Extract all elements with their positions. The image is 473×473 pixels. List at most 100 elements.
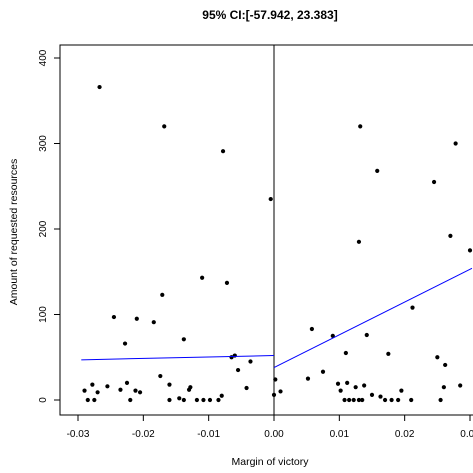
data-point: [82, 388, 87, 393]
data-point: [438, 397, 443, 403]
chart-title: 95% CI:[-57.942, 23.383]: [202, 8, 337, 22]
data-points: [82, 84, 473, 403]
data-point: [122, 341, 128, 346]
y-axis: 0 100 200 300 400: [38, 49, 61, 403]
data-point: [431, 179, 437, 185]
y-axis-label: Amount of requested resources: [8, 159, 20, 306]
data-point: [235, 367, 241, 373]
data-point: [248, 359, 253, 364]
fit-line-left: [81, 355, 275, 361]
data-point: [448, 233, 453, 238]
data-point: [309, 326, 314, 332]
y-tick-label: 0: [38, 397, 49, 403]
data-point: [343, 350, 348, 356]
data-point: [194, 397, 200, 403]
x-axis-label: Margin of victory: [231, 456, 309, 468]
data-point: [273, 377, 278, 382]
data-point: [219, 393, 224, 398]
data-point: [389, 397, 394, 403]
fit-line-right: [273, 267, 473, 368]
data-point: [167, 397, 172, 403]
data-point: [160, 292, 165, 297]
data-point: [200, 275, 205, 280]
data-point: [345, 380, 350, 385]
data-point: [201, 397, 206, 403]
data-point: [207, 397, 213, 403]
data-point: [358, 124, 363, 129]
data-point: [399, 388, 404, 393]
data-point: [409, 397, 414, 403]
data-point: [90, 382, 95, 387]
data-point: [453, 141, 458, 146]
data-point: [382, 397, 388, 403]
data-point: [435, 355, 440, 360]
data-point: [369, 392, 375, 397]
data-point: [162, 124, 167, 129]
data-point: [181, 397, 186, 403]
data-point: [351, 397, 356, 403]
data-point: [347, 397, 352, 403]
fit-lines: [81, 267, 473, 368]
data-point: [124, 380, 130, 385]
data-point: [441, 385, 446, 390]
plot-frame: [59, 44, 473, 416]
data-point: [167, 382, 172, 387]
data-point: [320, 369, 326, 374]
data-point: [364, 332, 369, 338]
data-point: [85, 397, 90, 403]
data-point: [134, 316, 139, 321]
data-point: [105, 384, 110, 389]
data-point: [244, 385, 249, 391]
data-point: [181, 337, 186, 342]
data-point: [330, 333, 335, 338]
data-point: [97, 84, 102, 90]
data-point: [342, 397, 347, 403]
x-tick-label: -0.02: [132, 429, 155, 440]
data-point: [410, 305, 415, 310]
data-point: [360, 397, 365, 403]
data-point: [151, 320, 156, 325]
x-tick-label: -0.03: [67, 429, 90, 440]
data-point: [92, 397, 97, 403]
data-point: [137, 390, 143, 395]
data-point: [338, 388, 343, 393]
data-point: [118, 387, 123, 392]
y-tick-label: 400: [38, 49, 49, 66]
data-point: [396, 397, 401, 403]
data-point: [356, 397, 362, 403]
data-point: [158, 373, 163, 379]
data-point: [216, 397, 221, 403]
x-tick-label: -0.01: [197, 429, 220, 440]
data-point: [177, 396, 182, 401]
data-point: [220, 149, 226, 154]
data-point: [278, 389, 283, 394]
data-point: [111, 314, 117, 320]
data-point: [356, 239, 362, 244]
data-point: [95, 390, 100, 395]
y-tick-label: 100: [38, 306, 49, 323]
data-point: [305, 376, 311, 381]
data-point: [386, 351, 391, 356]
x-tick-label: 0.02: [395, 429, 415, 440]
data-point: [458, 383, 463, 388]
data-point: [378, 394, 383, 399]
y-tick-label: 200: [38, 220, 49, 237]
data-point: [443, 362, 448, 368]
data-point: [362, 383, 367, 388]
data-point: [268, 196, 273, 202]
data-point: [224, 280, 230, 285]
x-tick-label: 0.03: [460, 429, 473, 440]
data-point: [188, 385, 193, 390]
data-point: [467, 248, 473, 253]
data-point: [133, 388, 138, 393]
data-point: [375, 168, 380, 173]
data-point: [353, 385, 358, 390]
x-tick-label: 0.01: [330, 429, 350, 440]
x-tick-label: 0.00: [264, 429, 284, 440]
x-axis: -0.03 -0.02 -0.01 0.00 0.01 0.02 0.03: [67, 414, 473, 440]
data-point: [335, 381, 341, 386]
y-tick-label: 300: [38, 135, 49, 152]
data-point: [128, 397, 133, 403]
data-point: [229, 355, 234, 360]
